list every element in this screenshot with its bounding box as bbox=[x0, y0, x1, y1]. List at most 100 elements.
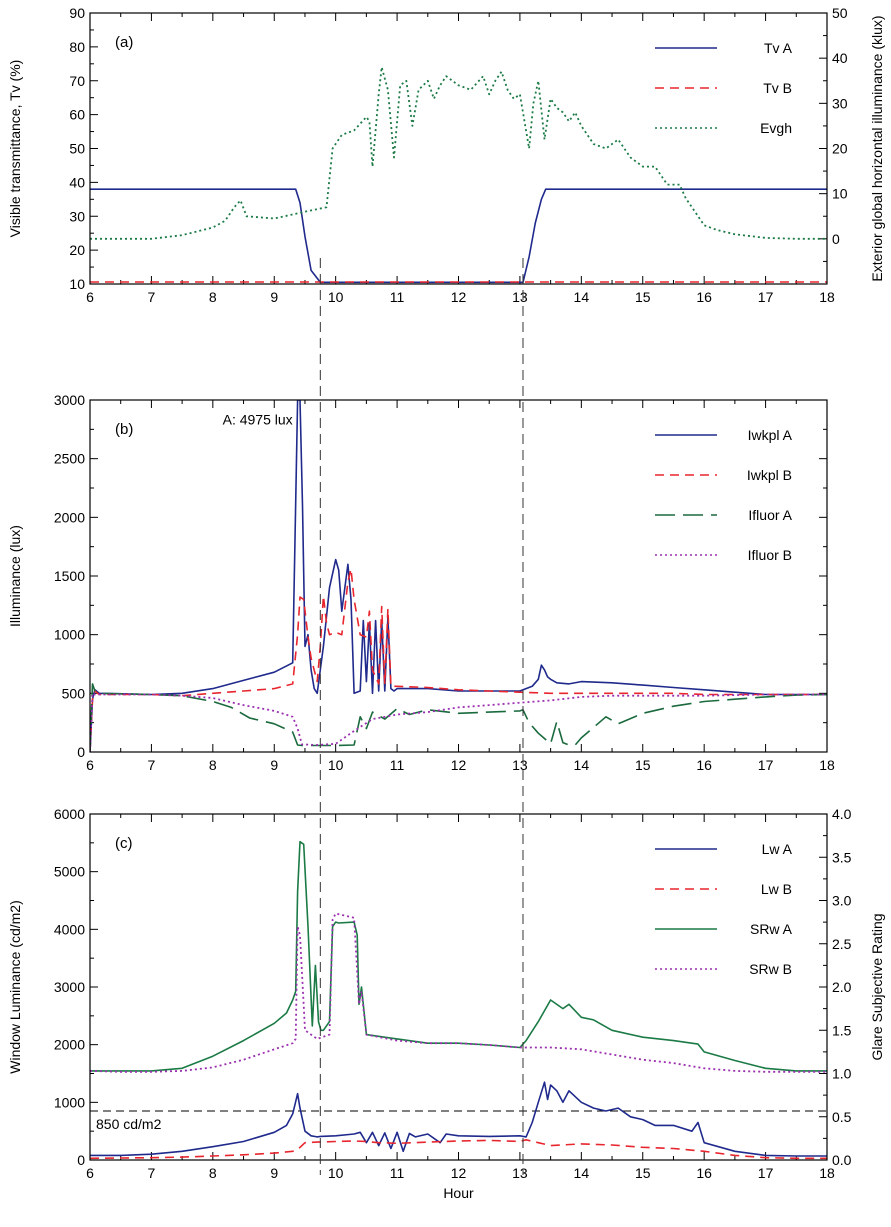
plot-frame bbox=[89, 12, 828, 285]
y2-tick-label: 1.5 bbox=[832, 1022, 852, 1038]
plot-frame bbox=[89, 399, 828, 753]
y2-tick-label: 1.0 bbox=[832, 1066, 852, 1082]
panel-b: 6 7 8 9 10 11 12 13 14 15 16 17 18 0 500 1000 1500 2000 25… bbox=[7, 392, 835, 773]
y-tick-label: 1500 bbox=[54, 568, 85, 584]
y2-tick-label: 10 bbox=[832, 186, 848, 202]
legend-label: Tv A bbox=[764, 40, 793, 56]
x-tick-label: 12 bbox=[451, 1165, 467, 1181]
series-line-tv-a bbox=[90, 188, 827, 284]
y2-tick-label: 20 bbox=[832, 141, 848, 157]
x-tick-label: 7 bbox=[148, 757, 156, 773]
y-tick-label: 6000 bbox=[54, 806, 85, 822]
y-tick-label: 2500 bbox=[54, 451, 85, 467]
y-tick-label: 10 bbox=[69, 276, 85, 292]
series-line-srw-b bbox=[90, 912, 827, 1073]
x-tick-label: 18 bbox=[819, 1165, 835, 1181]
y2-tick-label: 0 bbox=[832, 231, 840, 247]
y2-tick-label: 3.0 bbox=[832, 893, 852, 909]
y-tick-label: 1000 bbox=[54, 1094, 85, 1110]
y-tick-label: 70 bbox=[69, 73, 85, 89]
x-tick-label: 16 bbox=[696, 289, 712, 305]
x-tick-label: 9 bbox=[270, 1165, 278, 1181]
legend-label: Lw B bbox=[761, 881, 792, 897]
series-line-srw-a bbox=[90, 840, 827, 1072]
y-axis-label: Illuminance (lux) bbox=[7, 525, 23, 627]
y2-tick-label: 2.5 bbox=[832, 936, 852, 952]
series-line-iwkpl-b bbox=[90, 568, 827, 752]
panel-a: 6 7 8 9 10 11 12 13 14 15 16 17 18 10 20 30 40 50 60 70 80 90… bbox=[7, 5, 885, 305]
x-tick-label: 13 bbox=[512, 757, 528, 773]
legend-label: Tv B bbox=[763, 80, 792, 96]
x-tick-label: 14 bbox=[574, 757, 590, 773]
y-tick-label: 2000 bbox=[54, 509, 85, 525]
panel-c: 6 7 8 9 10 11 12 13 14 15 16 17 18 0 1000 2000 3000 4000 5… bbox=[7, 806, 885, 1201]
x-tick-label: 17 bbox=[758, 289, 774, 305]
x-tick-label: 10 bbox=[328, 1165, 344, 1181]
y-tick-label: 30 bbox=[69, 208, 85, 224]
x-tick-label: 9 bbox=[270, 757, 278, 773]
y-tick-label: 3000 bbox=[54, 392, 85, 408]
x-tick-label: 15 bbox=[635, 289, 651, 305]
legend-label: SRw B bbox=[749, 961, 792, 977]
x-tick-label: 14 bbox=[574, 1165, 590, 1181]
plot-frame bbox=[89, 813, 828, 1161]
y2-tick-label: 0.5 bbox=[832, 1109, 852, 1125]
y2-tick-label: 3.5 bbox=[832, 849, 852, 865]
y-tick-label: 3000 bbox=[54, 979, 85, 995]
y2-tick-label: 40 bbox=[832, 50, 848, 66]
y-tick-label: 0 bbox=[77, 744, 85, 760]
legend-label: Ifluor A bbox=[748, 507, 792, 523]
y-tick-label: 40 bbox=[69, 174, 85, 190]
x-tick-label: 11 bbox=[390, 289, 405, 305]
y-tick-label: 50 bbox=[69, 141, 85, 157]
reference-line-label: 850 cd/m2 bbox=[96, 1116, 162, 1132]
y-tick-label: 60 bbox=[69, 107, 85, 123]
x-tick-label: 7 bbox=[148, 1165, 156, 1181]
annotation-label: A: 4975 lux bbox=[223, 412, 293, 428]
series-line-iwkpl-a bbox=[90, 400, 827, 752]
x-tick-label: 16 bbox=[696, 757, 712, 773]
legend-label: Lw A bbox=[762, 841, 793, 857]
x-tick-label: 11 bbox=[390, 1165, 405, 1181]
panel-label: (c) bbox=[115, 835, 133, 852]
x-tick-label: 12 bbox=[451, 289, 467, 305]
x-tick-label: 10 bbox=[328, 757, 344, 773]
y-tick-label: 5000 bbox=[54, 864, 85, 880]
legend-label: Iwkpl A bbox=[748, 427, 793, 443]
x-tick-label: 15 bbox=[635, 757, 651, 773]
y2-axis-label: Exterior global horizontal illuminance (… bbox=[869, 15, 885, 281]
legend-label: Iwkpl B bbox=[747, 467, 792, 483]
legend-label: Evgh bbox=[760, 120, 792, 136]
x-tick-label: 8 bbox=[209, 289, 217, 305]
y2-tick-label: 0.0 bbox=[832, 1152, 852, 1168]
x-tick-label: 6 bbox=[86, 289, 94, 305]
series-line-lw-b bbox=[90, 1139, 827, 1160]
x-tick-label: 15 bbox=[635, 1165, 651, 1181]
x-tick-label: 6 bbox=[86, 757, 94, 773]
legend-label: SRw A bbox=[750, 921, 793, 937]
y2-axis-label: Glare Subjective Rating bbox=[869, 913, 885, 1060]
y-tick-label: 20 bbox=[69, 242, 85, 258]
y-tick-label: 80 bbox=[69, 39, 85, 55]
x-tick-label: 10 bbox=[328, 289, 344, 305]
x-tick-label: 18 bbox=[819, 757, 835, 773]
series-line-ifluor-b bbox=[90, 692, 827, 752]
y2-tick-label: 50 bbox=[832, 5, 848, 21]
y2-tick-label: 30 bbox=[832, 95, 848, 111]
x-tick-label: 13 bbox=[512, 289, 528, 305]
x-tick-label: 17 bbox=[758, 757, 774, 773]
legend-label: Ifluor B bbox=[748, 547, 792, 563]
y-tick-label: 0 bbox=[77, 1152, 85, 1168]
x-tick-label: 17 bbox=[758, 1165, 774, 1181]
panel-label: (a) bbox=[115, 34, 133, 51]
x-axis-label: Hour bbox=[443, 1185, 474, 1201]
x-tick-label: 6 bbox=[86, 1165, 94, 1181]
y-tick-label: 90 bbox=[69, 5, 85, 21]
x-tick-label: 12 bbox=[451, 757, 467, 773]
y2-tick-label: 2.0 bbox=[832, 979, 852, 995]
y-tick-label: 2000 bbox=[54, 1037, 85, 1053]
y-tick-label: 500 bbox=[62, 685, 86, 701]
x-tick-label: 16 bbox=[696, 1165, 712, 1181]
y-axis-label: Window Luminance (cd/m2) bbox=[7, 900, 23, 1074]
